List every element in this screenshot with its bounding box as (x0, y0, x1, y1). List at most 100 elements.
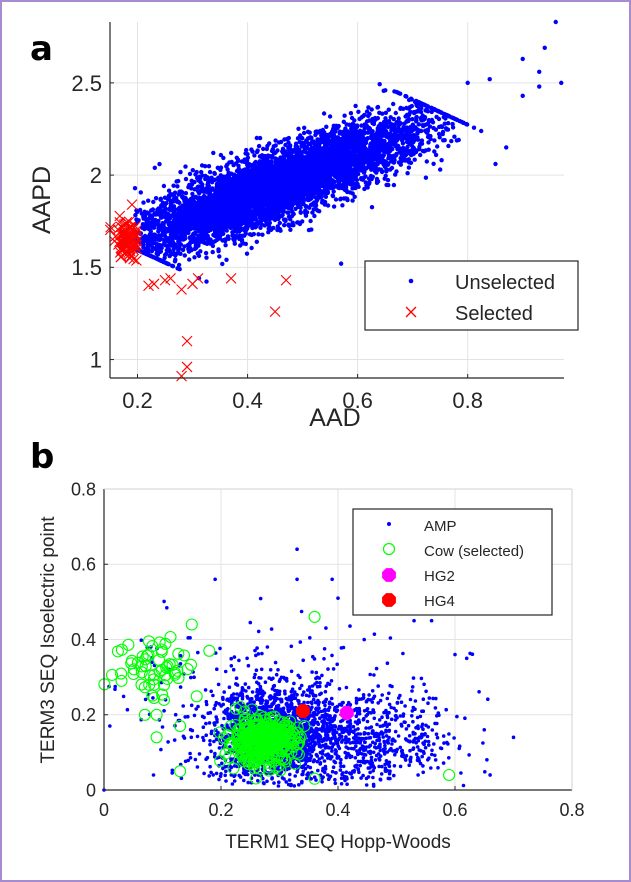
unselected-point (275, 224, 280, 229)
unselected-point (383, 173, 388, 178)
unselected-point (199, 163, 205, 168)
unselected-point (388, 167, 393, 172)
unselected-point (254, 239, 259, 244)
unselected-point (391, 101, 396, 107)
unselected-point (406, 113, 411, 118)
unselected-point (349, 115, 355, 121)
unselected-point (369, 107, 374, 112)
unselected-point (348, 111, 354, 116)
unselected-point (283, 218, 288, 224)
unselected-point (249, 147, 254, 152)
unselected-point (182, 244, 187, 249)
unselected-point (408, 109, 413, 115)
unselected-point (215, 220, 220, 225)
unselected-point (187, 171, 193, 177)
unselected-point (178, 189, 184, 194)
unselected-point (231, 172, 237, 177)
unselected-point (419, 141, 425, 146)
unselected-point (416, 122, 421, 127)
unselected-point (384, 169, 389, 174)
unselected-point (310, 192, 315, 197)
unselected-point (452, 134, 457, 139)
unselected-point (423, 175, 429, 180)
unselected-point (157, 249, 163, 255)
unselected-point (432, 149, 437, 154)
unselected-point (199, 169, 204, 175)
unselected-point (152, 165, 157, 170)
panel-a: a 0.2 0.4 0.6 0.811.522.5 AAD AAPD Unselect… (28, 19, 579, 432)
unselected-point (479, 128, 484, 134)
unselected-point (300, 219, 305, 224)
unselected-point (277, 220, 282, 226)
unselected-point (446, 121, 451, 126)
unselected-point (369, 205, 375, 210)
unselected-point (308, 218, 313, 224)
unselected-point (211, 150, 216, 156)
unselected-point (254, 149, 260, 155)
unselected-point (419, 103, 424, 108)
unselected-point (239, 159, 245, 164)
unselected-point (325, 190, 331, 195)
unselected-point (391, 117, 396, 122)
unselected-point (167, 206, 173, 211)
unselected-point (325, 203, 331, 208)
unselected-point (221, 237, 227, 243)
unselected-point (161, 228, 166, 234)
unselected-point (285, 210, 290, 215)
unselected-point (367, 180, 372, 185)
unselected-point (176, 266, 181, 271)
unselected-point (360, 135, 366, 141)
unselected-point (299, 135, 304, 141)
unselected-point (377, 110, 382, 116)
unselected-point (216, 248, 221, 254)
unselected-point (289, 213, 295, 219)
unselected-point (224, 257, 229, 262)
unselected-point (223, 243, 228, 248)
unselected-point (161, 183, 167, 189)
unselected-point (208, 224, 214, 229)
unselected-point (318, 188, 323, 193)
unselected-point (149, 248, 155, 254)
unselected-point (183, 164, 188, 169)
unselected-point (423, 148, 428, 153)
unselected-point (156, 229, 161, 234)
unselected-point (270, 147, 276, 152)
unselected-point (146, 198, 151, 203)
unselected-point (217, 254, 222, 259)
unselected-point (187, 257, 192, 262)
unselected-point (340, 203, 345, 208)
unselected-point (323, 194, 329, 199)
unselected-point (423, 128, 428, 133)
unselected-point (304, 138, 309, 143)
unselected-point (391, 126, 396, 132)
unselected-point (375, 132, 380, 138)
unselected-point (298, 205, 303, 210)
unselected-point (207, 169, 213, 175)
unselected-point (234, 155, 239, 160)
unselected-point (186, 246, 191, 252)
unselected-point (403, 93, 408, 99)
unselected-point (210, 249, 215, 255)
unselected-point (425, 109, 431, 114)
unselected-point (350, 198, 355, 203)
unselected-point (298, 209, 303, 215)
unselected-point (243, 227, 249, 233)
unselected-point (405, 144, 410, 150)
unselected-point (439, 158, 444, 163)
unselected-point (301, 130, 307, 136)
unselected-point (162, 233, 168, 239)
unselected-point (156, 218, 161, 224)
unselected-point (192, 255, 197, 260)
unselected-point (331, 189, 336, 194)
unselected-point (204, 279, 209, 284)
unselected-point (390, 146, 395, 152)
unselected-point (171, 199, 176, 204)
unselected-point (203, 250, 209, 256)
unselected-point (174, 179, 179, 184)
unselected-point (365, 136, 370, 141)
unselected-point (454, 138, 460, 143)
unselected-point (266, 230, 271, 235)
unselected-point (150, 207, 156, 212)
unselected-point (256, 143, 262, 149)
